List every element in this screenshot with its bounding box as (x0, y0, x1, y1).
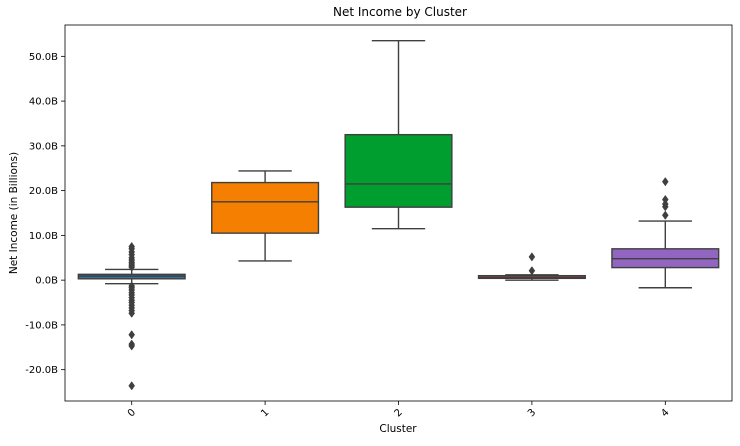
outlier-point (128, 262, 136, 272)
y-tick-label: -20.0B (25, 365, 58, 376)
iqr-box (211, 181, 320, 234)
y-tick-label: 20.0B (29, 186, 58, 197)
outlier-point (661, 177, 669, 187)
outlier-point (128, 341, 136, 351)
y-tick-label: -10.0B (25, 320, 58, 331)
x-tick-label: 1 (259, 407, 271, 419)
y-tick-label: 10.0B (29, 231, 58, 242)
outlier-point (528, 266, 536, 276)
box-cluster-2 (344, 39, 453, 230)
iqr-box (344, 133, 453, 208)
box-cluster-4 (611, 177, 720, 289)
x-tick-label: 4 (659, 407, 671, 419)
y-axis-label: Net Income (in Billions) (8, 152, 20, 274)
y-tick-label: 40.0B (29, 97, 58, 108)
y-tick-label: 0.0B (35, 276, 58, 287)
y-tick-label: 30.0B (29, 141, 58, 152)
x-tick-label: 2 (393, 407, 405, 419)
x-axis-label: Cluster (379, 423, 417, 435)
outlier-point (128, 381, 136, 391)
outlier-point (661, 210, 669, 220)
outlier-point (528, 252, 536, 262)
outlier-point (128, 330, 136, 340)
box-cluster-0 (77, 241, 186, 391)
box-cluster-1 (211, 170, 320, 262)
x-tick-label: 0 (126, 407, 138, 419)
chart-title: Net Income by Cluster (333, 5, 467, 19)
outlier-point (128, 308, 136, 318)
x-tick-label: 3 (526, 407, 538, 419)
box-cluster-3 (477, 252, 586, 281)
y-tick-label: 50.0B (29, 52, 58, 63)
